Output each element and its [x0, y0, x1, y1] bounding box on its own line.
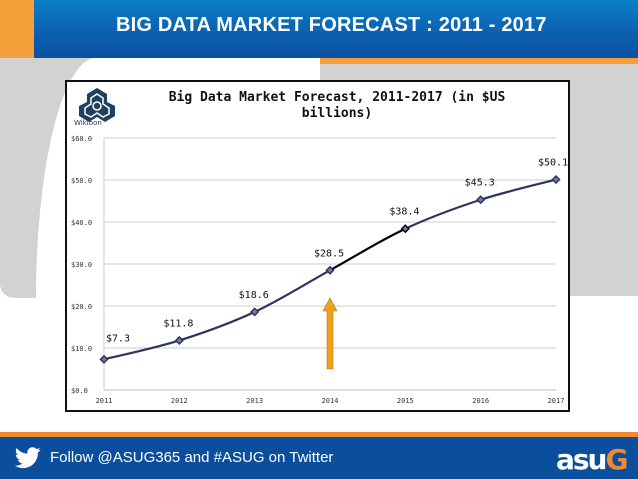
series-line-segment	[254, 269, 331, 313]
data-label: $50.1	[538, 158, 568, 169]
series-line-segment	[329, 227, 406, 272]
twitter-bird-icon	[15, 447, 41, 469]
x-tick-label: 2017	[548, 397, 565, 405]
series-line-segment	[404, 198, 482, 230]
data-label: $7.3	[106, 333, 130, 344]
y-tick-label: $50.0	[71, 177, 92, 185]
x-tick-label: 2012	[171, 397, 188, 405]
data-point-marker	[476, 195, 486, 205]
data-point-marker	[551, 175, 561, 185]
y-tick-label: $20.0	[71, 303, 92, 311]
x-tick-label: 2015	[397, 397, 414, 405]
asug-logo-main: asu	[556, 443, 607, 476]
asug-logo: asuG	[556, 443, 629, 476]
wikibon-label: Wikibon	[74, 119, 102, 127]
up-arrow-icon	[322, 297, 338, 370]
x-tick-label: 2016	[472, 397, 489, 405]
series-line-segment	[480, 178, 557, 201]
y-tick-label: $10.0	[71, 345, 92, 353]
data-label: $38.4	[389, 207, 419, 218]
slide-header: BIG DATA MARKET FORECAST : 2011 - 2017	[34, 0, 638, 58]
chart-title-line2: billions)	[301, 106, 373, 121]
data-label: $28.5	[314, 248, 344, 259]
slide-title: BIG DATA MARKET FORECAST : 2011 - 2017	[116, 14, 547, 36]
data-point-marker	[99, 354, 109, 364]
footer-orange-bar	[0, 432, 638, 437]
footer-bar: Follow @ASUG365 and #ASUG on Twitter asu…	[0, 437, 638, 479]
chart-frame: Wikibon Big Data Market Forecast, 2011-2…	[65, 80, 570, 412]
x-tick-label: 2014	[322, 397, 339, 405]
orange-accent-left	[0, 0, 40, 58]
data-point-marker	[250, 307, 260, 317]
x-tick-label: 2013	[246, 397, 263, 405]
series-line-segment	[179, 310, 256, 342]
x-tick-label: 2011	[96, 397, 113, 405]
data-label: $18.6	[239, 290, 269, 301]
y-tick-label: $0.0	[71, 387, 88, 395]
y-tick-label: $30.0	[71, 261, 92, 269]
chart-title: Big Data Market Forecast, 2011-2017 (in …	[127, 90, 547, 122]
series-line-segment	[103, 339, 180, 361]
line-chart: $0.0 $10.0 $20.0 $30.0 $40.0 $50.0 $60.0 2011 20…	[71, 135, 568, 405]
data-point-marker	[174, 335, 184, 346]
data-label: $45.3	[465, 178, 495, 189]
data-label: $11.8	[163, 318, 193, 329]
asug-logo-accent: G	[605, 443, 629, 476]
twitter-follow-text: Follow @ASUG365 and #ASUG on Twitter	[50, 449, 334, 466]
chart-title-line1: Big Data Market Forecast, 2011-2017 (in …	[168, 90, 506, 105]
y-tick-label: $40.0	[71, 219, 92, 227]
orange-strip-right	[320, 58, 638, 64]
data-point-marker	[400, 224, 410, 234]
y-tick-label: $60.0	[71, 135, 92, 143]
data-point-marker	[325, 265, 335, 275]
wikibon-logo-icon	[79, 88, 115, 122]
